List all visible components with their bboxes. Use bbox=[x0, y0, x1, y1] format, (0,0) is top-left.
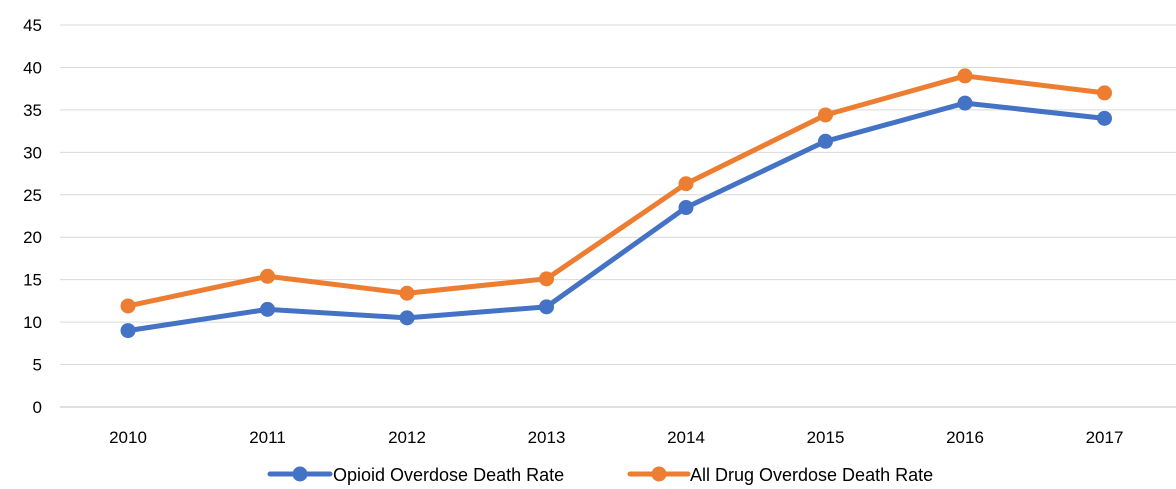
series-group bbox=[120, 68, 1112, 339]
y-tick-label: 35 bbox=[23, 101, 42, 120]
data-point bbox=[539, 271, 554, 287]
y-tick-label: 25 bbox=[23, 186, 42, 205]
y-tick-label: 5 bbox=[33, 356, 42, 375]
x-tick-label: 2015 bbox=[807, 428, 845, 447]
legend-label: Opioid Overdose Death Rate bbox=[333, 465, 564, 485]
x-axis-tick-labels: 2010 2011 2012 2013 2014 2015 2016 2017 bbox=[109, 428, 1123, 447]
data-point bbox=[678, 176, 694, 192]
x-tick-label: 2013 bbox=[528, 428, 566, 447]
data-point bbox=[120, 298, 136, 314]
y-tick-label: 20 bbox=[23, 228, 42, 247]
data-point bbox=[539, 299, 554, 315]
x-tick-label: 2014 bbox=[667, 428, 705, 447]
data-point bbox=[260, 268, 275, 284]
legend-item: All Drug Overdose Death Rate bbox=[627, 465, 933, 485]
y-tick-label: 10 bbox=[23, 313, 42, 332]
legend: Opioid Overdose Death Rate All Drug Overd… bbox=[267, 465, 933, 485]
series-opioid-overdose-death-rate bbox=[120, 95, 1112, 339]
data-point bbox=[120, 323, 136, 339]
legend-label: All Drug Overdose Death Rate bbox=[690, 465, 933, 485]
y-tick-label: 30 bbox=[23, 143, 42, 162]
data-point bbox=[399, 310, 415, 326]
series-line bbox=[125, 73, 1107, 309]
y-tick-label: 0 bbox=[33, 398, 42, 417]
data-point bbox=[678, 200, 694, 216]
y-tick-label: 15 bbox=[23, 271, 42, 290]
x-tick-label: 2016 bbox=[946, 428, 984, 447]
x-tick-label: 2012 bbox=[388, 428, 426, 447]
legend-item: Opioid Overdose Death Rate bbox=[267, 465, 564, 485]
legend-swatch-marker bbox=[292, 466, 308, 482]
x-tick-label: 2011 bbox=[249, 428, 286, 447]
y-axis-tick-labels: 0 5 10 15 20 25 30 35 40 45 bbox=[23, 16, 42, 417]
data-point bbox=[957, 68, 973, 84]
data-point bbox=[1097, 110, 1112, 126]
data-point bbox=[818, 133, 833, 149]
y-tick-label: 40 bbox=[23, 58, 42, 77]
data-point bbox=[1097, 85, 1112, 101]
y-tick-label: 45 bbox=[23, 16, 42, 35]
data-point bbox=[957, 95, 973, 111]
data-point bbox=[818, 107, 833, 123]
data-point bbox=[260, 301, 275, 317]
x-tick-label: 2010 bbox=[109, 428, 147, 447]
legend-swatch-marker bbox=[651, 466, 667, 482]
x-tick-label: 2017 bbox=[1086, 428, 1124, 447]
series-all-drug-overdose-death-rate bbox=[120, 68, 1112, 314]
series-line bbox=[125, 100, 1107, 334]
data-point bbox=[399, 285, 415, 301]
